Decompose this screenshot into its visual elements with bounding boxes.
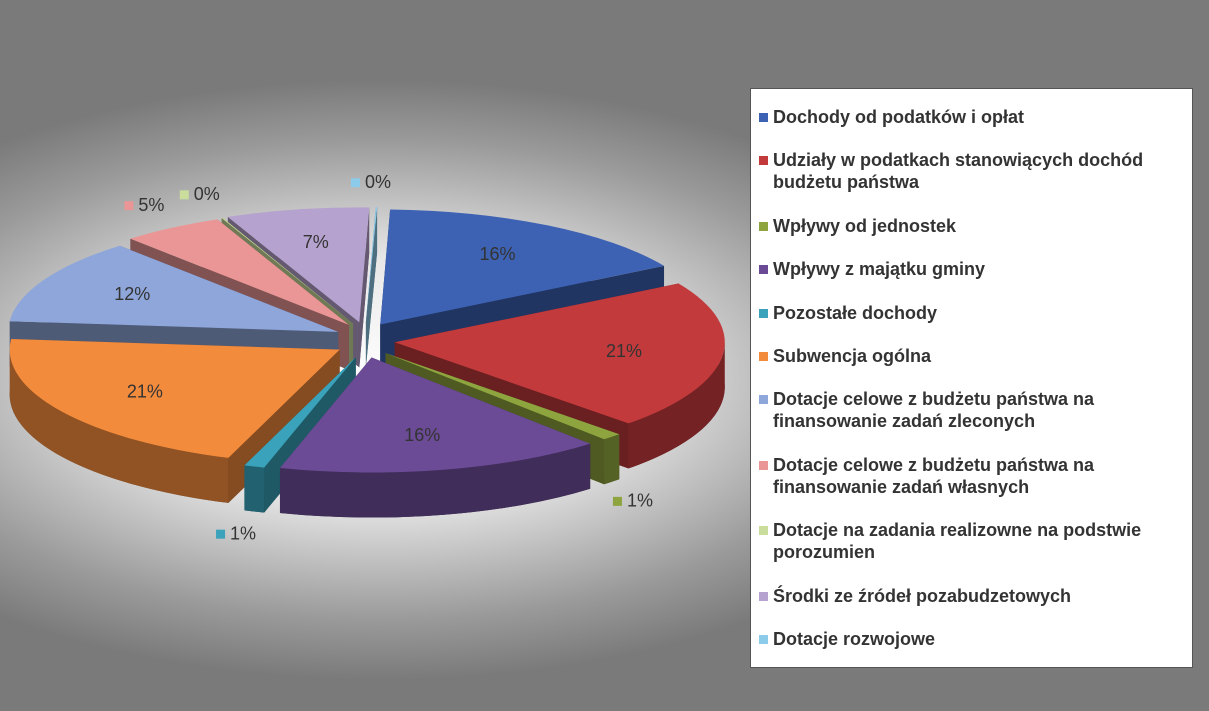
pie-slice xyxy=(279,357,591,518)
slice-top xyxy=(244,357,356,468)
legend-item: Subwencja ogólna xyxy=(755,345,1188,367)
label-marker xyxy=(179,190,189,200)
legend-label: Subwencja ogólna xyxy=(773,345,932,366)
legend-label: Dotacje na zadania realizowne na podstwi… xyxy=(773,520,1142,563)
legend-label: Pozostałe dochody xyxy=(773,302,938,323)
legend-item: Środki ze źródeł pozabudzetowych xyxy=(755,585,1188,607)
slice-top xyxy=(221,217,354,324)
data-label: 0% xyxy=(194,184,220,204)
slice-top xyxy=(9,245,339,332)
slice-side xyxy=(628,342,725,469)
legend-label: Wpływy od jednostek xyxy=(773,215,957,236)
legend-swatch xyxy=(759,308,768,318)
data-label: 0% xyxy=(365,172,391,192)
slice-wall xyxy=(365,207,378,368)
slice-top xyxy=(365,207,378,323)
legend-swatch xyxy=(759,221,768,231)
legend-swatch xyxy=(759,635,768,645)
legend-item: Dotacje rozwojowe xyxy=(755,628,1188,650)
chart-title: Struktura procentowa wykonania dochodów … xyxy=(30,44,803,71)
legend-swatch xyxy=(759,591,768,601)
slice-top xyxy=(394,283,725,424)
label-marker xyxy=(350,178,360,188)
slice-wall xyxy=(244,357,356,511)
slice-side xyxy=(9,349,229,503)
label-marker xyxy=(612,496,622,506)
data-label: 12% xyxy=(114,284,150,304)
slice-top xyxy=(130,219,349,325)
legend-item: Wpływy z majątku gminy xyxy=(755,258,1188,280)
legend-item: Wpływy od jednostek xyxy=(755,215,1188,237)
slice-top xyxy=(9,339,340,458)
legend-swatch xyxy=(759,156,768,166)
legend-item: Udziały w podatkach stanowiących dochód … xyxy=(755,149,1188,193)
legend-item: Dotacje na zadania realizowne na podstwi… xyxy=(755,519,1188,563)
legend-label: Udziały w podatkach stanowiących dochód … xyxy=(773,150,1144,193)
legend-label: Dochody od podatków i opłat xyxy=(773,106,1024,127)
data-label: 1% xyxy=(627,491,653,511)
legend-swatch xyxy=(759,351,768,361)
data-label: 21% xyxy=(127,382,163,402)
slice-top xyxy=(385,353,620,440)
data-label: 5% xyxy=(138,195,164,215)
slice-side xyxy=(604,434,620,485)
data-label: 16% xyxy=(404,425,440,445)
legend-item: Dotacje celowe z budżetu państwa na fina… xyxy=(755,454,1188,498)
slice-top xyxy=(227,207,370,323)
legend-swatch xyxy=(759,460,768,470)
label-marker xyxy=(216,529,226,539)
legend-swatch xyxy=(759,265,768,275)
data-label: 7% xyxy=(303,232,329,252)
legend-label: Wpływy z majątku gminy xyxy=(773,259,986,280)
slice-top xyxy=(380,209,665,325)
legend-swatch xyxy=(759,112,768,122)
legend-item: Dotacje celowe z budżetu państwa na fina… xyxy=(755,388,1188,432)
slice-side xyxy=(244,465,265,513)
legend-label: Dotacje celowe z budżetu państwa na fina… xyxy=(773,389,1095,432)
legend-label: Dotacje rozwojowe xyxy=(773,629,936,650)
slice-side xyxy=(279,443,591,518)
legend-label: Środki ze źródeł pozabudzetowych xyxy=(773,585,1072,606)
legend-swatch xyxy=(759,395,768,405)
slice-wall xyxy=(359,207,370,368)
legend-swatch xyxy=(759,526,768,536)
pie-slice xyxy=(365,207,378,368)
legend: Dochody od podatków i opłat Udziały w pod… xyxy=(750,88,1193,668)
pie-area: 16% 21% 1% 16% 1% 21% 12% 5% 0% 7% 0% xyxy=(9,172,725,543)
data-label: 1% xyxy=(230,523,256,543)
data-label: 21% xyxy=(606,341,642,361)
data-label: 16% xyxy=(480,244,516,264)
slice-top xyxy=(279,357,591,473)
label-marker xyxy=(124,201,134,211)
legend-label: Dotacje celowe z budżetu państwa na fina… xyxy=(773,454,1095,497)
legend-item: Dochody od podatków i opłat xyxy=(755,106,1188,128)
legend-item: Pozostałe dochody xyxy=(755,302,1188,324)
